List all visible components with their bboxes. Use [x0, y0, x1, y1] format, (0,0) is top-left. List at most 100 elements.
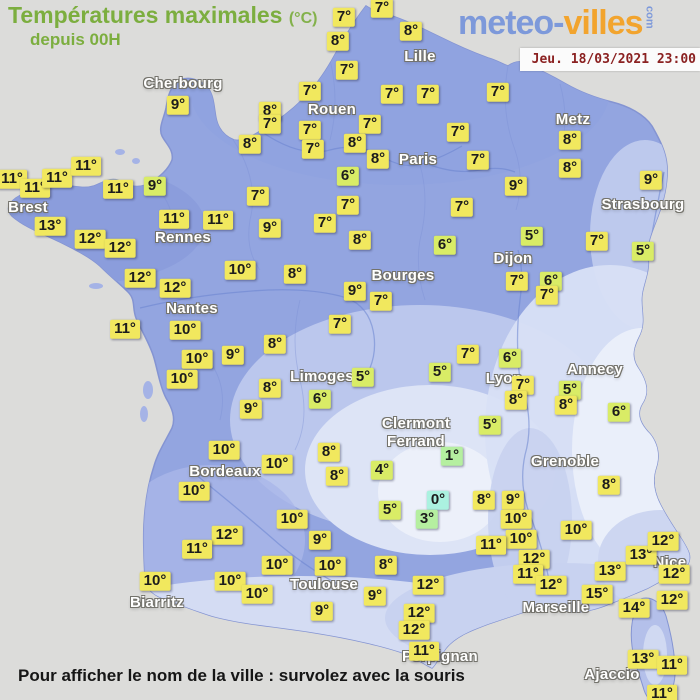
temp-badge[interactable]: 8°: [558, 130, 582, 150]
temp-badge[interactable]: 7°: [335, 60, 359, 80]
temp-badge[interactable]: 7°: [369, 291, 393, 311]
temp-badge[interactable]: 11°: [159, 209, 189, 229]
temp-badge[interactable]: 7°: [332, 7, 356, 27]
temp-badge[interactable]: 12°: [398, 620, 430, 640]
temp-badge[interactable]: 11°: [513, 564, 543, 584]
temp-badge[interactable]: 10°: [505, 529, 537, 549]
temp-badge[interactable]: 14°: [618, 598, 650, 618]
temp-badge[interactable]: 6°: [607, 402, 631, 422]
temp-badge[interactable]: 7°: [313, 213, 337, 233]
temp-badge[interactable]: 7°: [301, 139, 325, 159]
temp-badge[interactable]: 9°: [343, 281, 367, 301]
temp-badge[interactable]: 10°: [208, 440, 240, 460]
temp-badge[interactable]: 7°: [446, 122, 470, 142]
temp-badge[interactable]: 7°: [456, 344, 480, 364]
temp-badge[interactable]: 8°: [399, 21, 423, 41]
temp-badge[interactable]: 9°: [239, 399, 263, 419]
temp-badge[interactable]: 8°: [283, 264, 307, 284]
temp-badge[interactable]: 15°: [581, 584, 613, 604]
temp-badge[interactable]: 6°: [336, 166, 360, 186]
temp-badge[interactable]: 7°: [505, 271, 529, 291]
meteo-villes-logo[interactable]: meteo-villescom: [458, 4, 656, 43]
temp-badge[interactable]: 12°: [74, 229, 106, 249]
temp-badge[interactable]: 10°: [166, 369, 198, 389]
temp-badge[interactable]: 10°: [314, 556, 346, 576]
temp-badge[interactable]: 8°: [348, 230, 372, 250]
temp-badge[interactable]: 9°: [504, 176, 528, 196]
temp-badge[interactable]: 9°: [639, 170, 663, 190]
temp-badge[interactable]: 12°: [656, 590, 688, 610]
temp-badge[interactable]: 8°: [374, 555, 398, 575]
temp-badge[interactable]: 5°: [378, 500, 402, 520]
temp-badge[interactable]: 7°: [380, 84, 404, 104]
temp-badge[interactable]: 5°: [428, 362, 452, 382]
temp-badge[interactable]: 8°: [263, 334, 287, 354]
temp-badge[interactable]: 8°: [366, 149, 390, 169]
temp-badge[interactable]: 7°: [585, 231, 609, 251]
temp-badge[interactable]: 12°: [211, 525, 243, 545]
temp-badge[interactable]: 9°: [310, 601, 334, 621]
temp-badge[interactable]: 6°: [498, 348, 522, 368]
temp-badge[interactable]: 11°: [203, 210, 233, 230]
temp-badge[interactable]: 11°: [657, 655, 687, 675]
temp-badge[interactable]: 10°: [560, 520, 592, 540]
temp-badge[interactable]: 8°: [326, 31, 350, 51]
temp-badge[interactable]: 10°: [241, 584, 273, 604]
temp-badge[interactable]: 11°: [476, 535, 506, 555]
temp-badge[interactable]: 8°: [325, 466, 349, 486]
temp-badge[interactable]: 10°: [500, 509, 532, 529]
temp-badge[interactable]: 7°: [336, 195, 360, 215]
temp-badge[interactable]: 8°: [504, 390, 528, 410]
temp-badge[interactable]: 8°: [258, 378, 282, 398]
temp-badge[interactable]: 12°: [104, 238, 136, 258]
temp-badge[interactable]: 13°: [627, 649, 659, 669]
temp-badge[interactable]: 7°: [328, 314, 352, 334]
temp-badge[interactable]: 11°: [71, 156, 101, 176]
temp-badge[interactable]: 7°: [535, 285, 559, 305]
temp-badge[interactable]: 5°: [631, 241, 655, 261]
temp-badge[interactable]: 10°: [169, 320, 201, 340]
temp-badge[interactable]: 10°: [224, 260, 256, 280]
temp-badge[interactable]: 9°: [221, 345, 245, 365]
temp-badge[interactable]: 9°: [308, 530, 332, 550]
temp-badge[interactable]: 13°: [625, 545, 657, 565]
temp-badge[interactable]: 10°: [139, 571, 171, 591]
temp-badge[interactable]: 7°: [486, 82, 510, 102]
temp-badge[interactable]: 12°: [124, 268, 156, 288]
temp-badge[interactable]: 9°: [501, 490, 525, 510]
temp-badge[interactable]: 7°: [358, 114, 382, 134]
temp-badge[interactable]: 11°: [42, 168, 72, 188]
temp-badge[interactable]: 11°: [103, 179, 133, 199]
temp-badge[interactable]: 11°: [409, 641, 439, 661]
temp-badge[interactable]: 6°: [539, 271, 563, 291]
temp-badge[interactable]: 7°: [246, 186, 270, 206]
temp-badge[interactable]: 13°: [594, 561, 626, 581]
temp-badge[interactable]: 10°: [276, 509, 308, 529]
temp-badge[interactable]: 5°: [351, 367, 375, 387]
temp-badge[interactable]: 9°: [363, 586, 387, 606]
temp-badge[interactable]: 12°: [518, 549, 550, 569]
temp-badge[interactable]: 10°: [261, 555, 293, 575]
temp-badge[interactable]: 9°: [258, 218, 282, 238]
temp-badge[interactable]: 8°: [317, 442, 341, 462]
temp-badge[interactable]: 11°: [182, 539, 212, 559]
temp-badge[interactable]: 6°: [308, 389, 332, 409]
temp-badge[interactable]: 5°: [478, 415, 502, 435]
temp-badge[interactable]: 10°: [214, 571, 246, 591]
temp-badge[interactable]: 12°: [403, 603, 435, 623]
temp-badge[interactable]: 12°: [159, 278, 191, 298]
temp-badge[interactable]: 9°: [143, 176, 167, 196]
temp-badge[interactable]: 8°: [597, 475, 621, 495]
temp-badge[interactable]: 8°: [558, 158, 582, 178]
temp-badge[interactable]: 5°: [558, 380, 582, 400]
temp-badge[interactable]: 12°: [658, 564, 690, 584]
temp-badge[interactable]: 3°: [415, 509, 439, 529]
temp-badge[interactable]: 13°: [34, 216, 66, 236]
temp-badge[interactable]: 0°: [426, 490, 450, 510]
temp-badge[interactable]: 10°: [178, 481, 210, 501]
temp-badge[interactable]: 5°: [520, 226, 544, 246]
temp-badge[interactable]: 7°: [466, 150, 490, 170]
temp-badge[interactable]: 7°: [511, 375, 535, 395]
temp-badge[interactable]: 11°: [647, 684, 677, 700]
temp-badge[interactable]: 7°: [298, 81, 322, 101]
